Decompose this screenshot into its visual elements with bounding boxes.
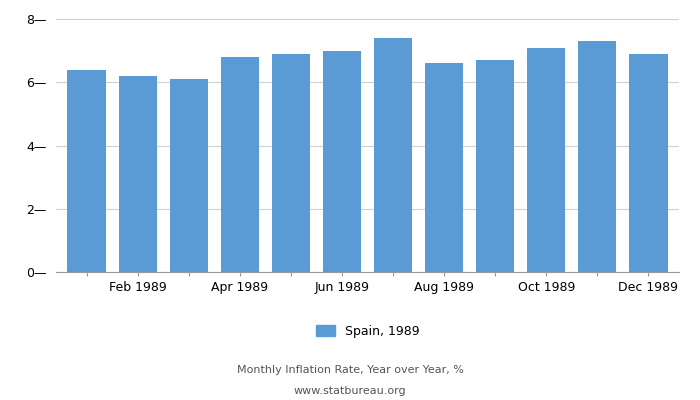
Text: Monthly Inflation Rate, Year over Year, %: Monthly Inflation Rate, Year over Year, … xyxy=(237,365,463,375)
Legend: Spain, 1989: Spain, 1989 xyxy=(311,320,424,342)
Text: www.statbureau.org: www.statbureau.org xyxy=(294,386,406,396)
Bar xyxy=(476,60,514,272)
Bar xyxy=(272,54,310,272)
Bar xyxy=(220,57,259,272)
Bar xyxy=(169,79,208,272)
Bar xyxy=(425,64,463,272)
Bar xyxy=(578,41,617,272)
Bar xyxy=(67,70,106,272)
Bar xyxy=(629,54,668,272)
Bar xyxy=(527,48,566,272)
Bar xyxy=(323,51,361,272)
Bar xyxy=(374,38,412,272)
Bar xyxy=(118,76,157,272)
